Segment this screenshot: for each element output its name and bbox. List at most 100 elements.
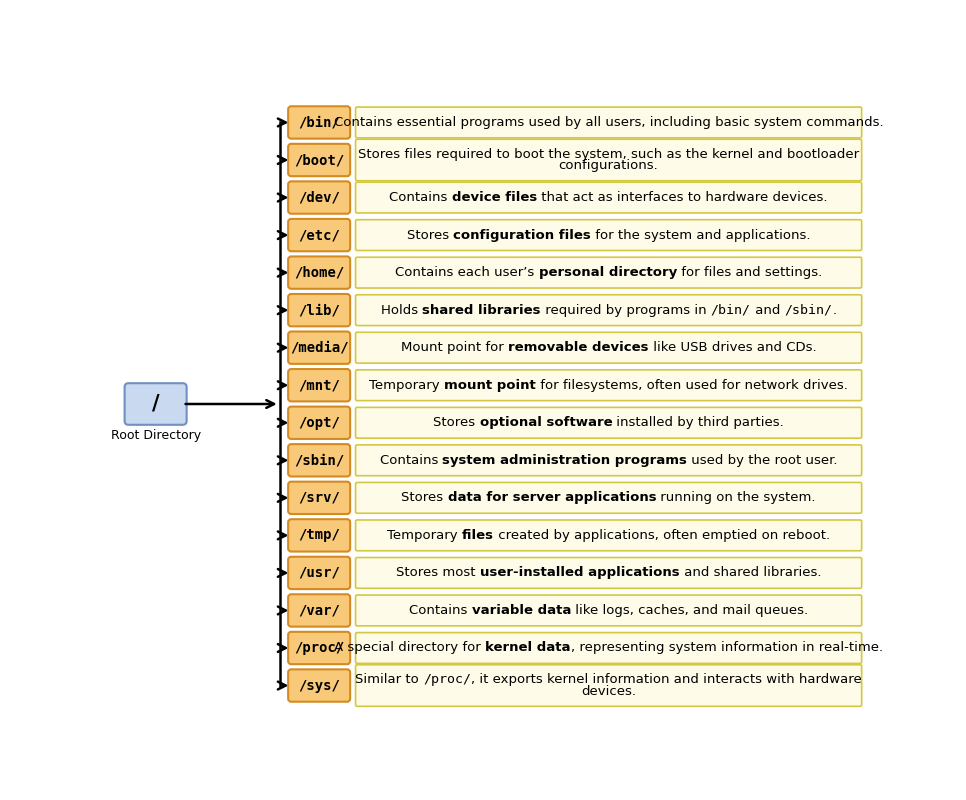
Text: for the system and applications.: for the system and applications. [591, 229, 810, 242]
Text: /etc/: /etc/ [298, 228, 340, 242]
FancyBboxPatch shape [355, 445, 862, 476]
Text: and shared libraries.: and shared libraries. [679, 566, 821, 579]
Text: personal directory: personal directory [539, 266, 677, 279]
Text: optional software: optional software [479, 416, 612, 430]
Text: /proc/: /proc/ [294, 641, 344, 655]
Text: used by the root user.: used by the root user. [687, 454, 838, 467]
Text: /media/: /media/ [290, 341, 349, 354]
FancyBboxPatch shape [288, 406, 350, 439]
Text: Holds: Holds [381, 304, 422, 317]
Text: mount point: mount point [444, 378, 536, 392]
Text: /home/: /home/ [294, 266, 344, 280]
FancyBboxPatch shape [288, 331, 350, 364]
Text: variable data: variable data [471, 604, 571, 617]
Text: Stores files required to boot the system, such as the kernel and bootloader: Stores files required to boot the system… [358, 148, 859, 161]
FancyBboxPatch shape [288, 444, 350, 477]
Text: Stores: Stores [401, 491, 447, 504]
Text: /sys/: /sys/ [298, 678, 340, 693]
FancyBboxPatch shape [288, 557, 350, 589]
Text: /proc/: /proc/ [423, 674, 471, 686]
Text: Contains: Contains [409, 604, 471, 617]
Text: device files: device files [452, 191, 537, 204]
Text: devices.: devices. [582, 685, 637, 698]
FancyBboxPatch shape [355, 332, 862, 363]
FancyBboxPatch shape [355, 258, 862, 288]
Text: /dev/: /dev/ [298, 190, 340, 205]
Text: Stores most: Stores most [396, 566, 480, 579]
Text: data for server applications: data for server applications [447, 491, 656, 504]
FancyBboxPatch shape [355, 407, 862, 438]
Text: created by applications, often emptied on reboot.: created by applications, often emptied o… [494, 529, 830, 542]
FancyBboxPatch shape [355, 139, 862, 181]
FancyBboxPatch shape [288, 106, 350, 138]
FancyBboxPatch shape [355, 294, 862, 326]
Text: .: . [833, 304, 837, 317]
Text: that act as interfaces to hardware devices.: that act as interfaces to hardware devic… [537, 191, 828, 204]
FancyBboxPatch shape [288, 594, 350, 626]
Text: configurations.: configurations. [558, 159, 659, 172]
FancyBboxPatch shape [125, 383, 186, 425]
FancyBboxPatch shape [355, 633, 862, 663]
Text: shared libraries: shared libraries [422, 304, 541, 317]
FancyBboxPatch shape [355, 182, 862, 213]
Text: for files and settings.: for files and settings. [677, 266, 822, 279]
Text: Contains: Contains [380, 454, 442, 467]
FancyBboxPatch shape [355, 665, 862, 706]
Text: Stores: Stores [433, 416, 479, 430]
Text: /sbin/: /sbin/ [784, 304, 833, 317]
FancyBboxPatch shape [288, 519, 350, 551]
FancyBboxPatch shape [288, 632, 350, 664]
FancyBboxPatch shape [288, 144, 350, 176]
FancyBboxPatch shape [288, 182, 350, 214]
FancyBboxPatch shape [355, 482, 862, 514]
Text: Contains each user’s: Contains each user’s [395, 266, 539, 279]
Text: /opt/: /opt/ [298, 416, 340, 430]
Text: A special directory for: A special directory for [334, 642, 485, 654]
FancyBboxPatch shape [355, 220, 862, 250]
Text: /usr/: /usr/ [298, 566, 340, 580]
Text: Similar to: Similar to [355, 674, 423, 686]
Text: Mount point for: Mount point for [401, 341, 508, 354]
Text: /sbin/: /sbin/ [294, 454, 344, 467]
Text: /: / [152, 394, 159, 414]
Text: Root Directory: Root Directory [110, 429, 201, 442]
FancyBboxPatch shape [288, 219, 350, 251]
FancyBboxPatch shape [355, 558, 862, 588]
FancyBboxPatch shape [288, 294, 350, 326]
Text: /boot/: /boot/ [294, 153, 344, 167]
Text: Contains essential programs used by all users, including basic system commands.: Contains essential programs used by all … [334, 116, 884, 129]
FancyBboxPatch shape [288, 369, 350, 402]
Text: Stores: Stores [407, 229, 453, 242]
Text: kernel data: kernel data [485, 642, 571, 654]
Text: /srv/: /srv/ [298, 491, 340, 505]
Text: /lib/: /lib/ [298, 303, 340, 317]
Text: required by programs in: required by programs in [541, 304, 711, 317]
Text: , it exports kernel information and interacts with hardware: , it exports kernel information and inte… [471, 674, 862, 686]
FancyBboxPatch shape [288, 482, 350, 514]
Text: like USB drives and CDs.: like USB drives and CDs. [648, 341, 816, 354]
FancyBboxPatch shape [355, 370, 862, 401]
Text: Temporary: Temporary [369, 378, 444, 392]
Text: /tmp/: /tmp/ [298, 528, 340, 542]
Text: , representing system information in real-time.: , representing system information in rea… [571, 642, 883, 654]
Text: system administration programs: system administration programs [442, 454, 687, 467]
Text: /bin/: /bin/ [711, 304, 751, 317]
Text: for filesystems, often used for network drives.: for filesystems, often used for network … [536, 378, 848, 392]
Text: /mnt/: /mnt/ [298, 378, 340, 392]
Text: /var/: /var/ [298, 603, 340, 618]
Text: files: files [462, 529, 494, 542]
FancyBboxPatch shape [355, 595, 862, 626]
Text: configuration files: configuration files [453, 229, 591, 242]
Text: like logs, caches, and mail queues.: like logs, caches, and mail queues. [571, 604, 809, 617]
Text: user-installed applications: user-installed applications [480, 566, 679, 579]
Text: Temporary: Temporary [387, 529, 462, 542]
FancyBboxPatch shape [288, 670, 350, 702]
Text: and: and [751, 304, 784, 317]
Text: running on the system.: running on the system. [656, 491, 816, 504]
Text: Contains: Contains [389, 191, 452, 204]
Text: removable devices: removable devices [508, 341, 648, 354]
Text: installed by third parties.: installed by third parties. [612, 416, 784, 430]
FancyBboxPatch shape [355, 107, 862, 138]
FancyBboxPatch shape [355, 520, 862, 550]
FancyBboxPatch shape [288, 257, 350, 289]
